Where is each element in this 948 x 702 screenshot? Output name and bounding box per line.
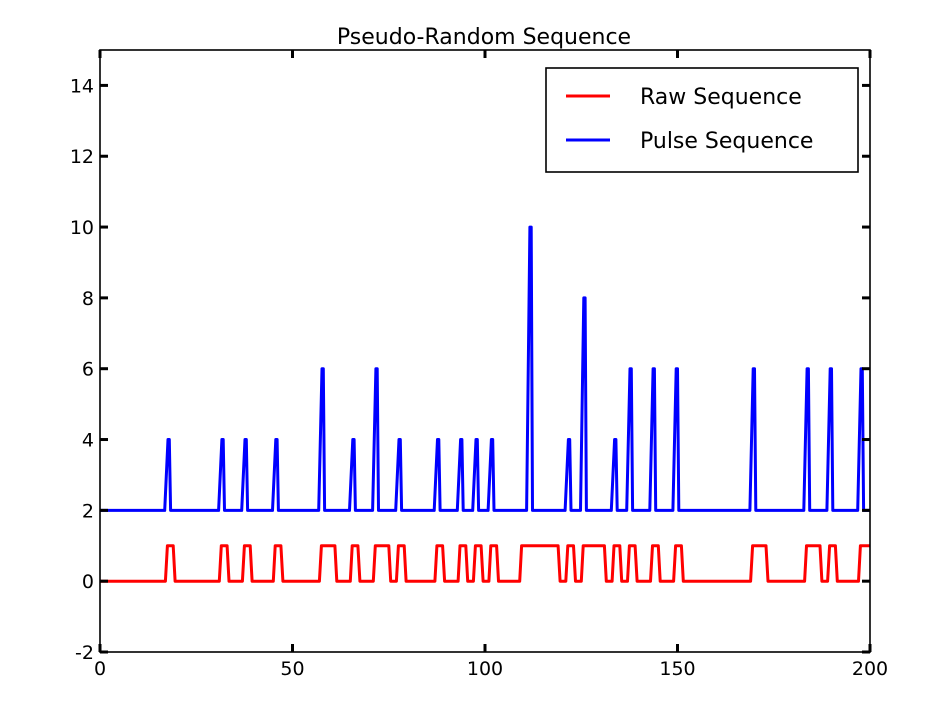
plot-area xyxy=(100,225,870,583)
y-tick-label: 10 xyxy=(70,217,94,239)
x-tick-label: 200 xyxy=(852,658,888,680)
legend: Raw Sequence Pulse Sequence xyxy=(545,67,859,173)
y-tick-label: 2 xyxy=(82,500,94,522)
x-tick-label: 100 xyxy=(467,658,503,680)
y-tick-label: 6 xyxy=(82,359,94,381)
legend-label: Raw Sequence xyxy=(640,85,802,110)
legend-label: Pulse Sequence xyxy=(640,129,813,154)
y-tick-label: 12 xyxy=(70,146,94,168)
series-line-pulse-sequence xyxy=(100,225,870,512)
y-tick-label: 8 xyxy=(82,288,94,310)
x-tick-label: 0 xyxy=(94,658,106,680)
chart-title: Pseudo-Random Sequence xyxy=(337,25,631,50)
y-tick-label: 0 xyxy=(82,571,94,593)
y-tick-label: 14 xyxy=(70,75,94,97)
y-tick-label: -2 xyxy=(75,642,94,664)
series-line-raw-sequence xyxy=(100,544,870,583)
legend-box xyxy=(545,67,859,173)
y-tick-label: 4 xyxy=(82,430,94,452)
x-tick-label: 150 xyxy=(659,658,695,680)
x-tick-label: 50 xyxy=(280,658,304,680)
